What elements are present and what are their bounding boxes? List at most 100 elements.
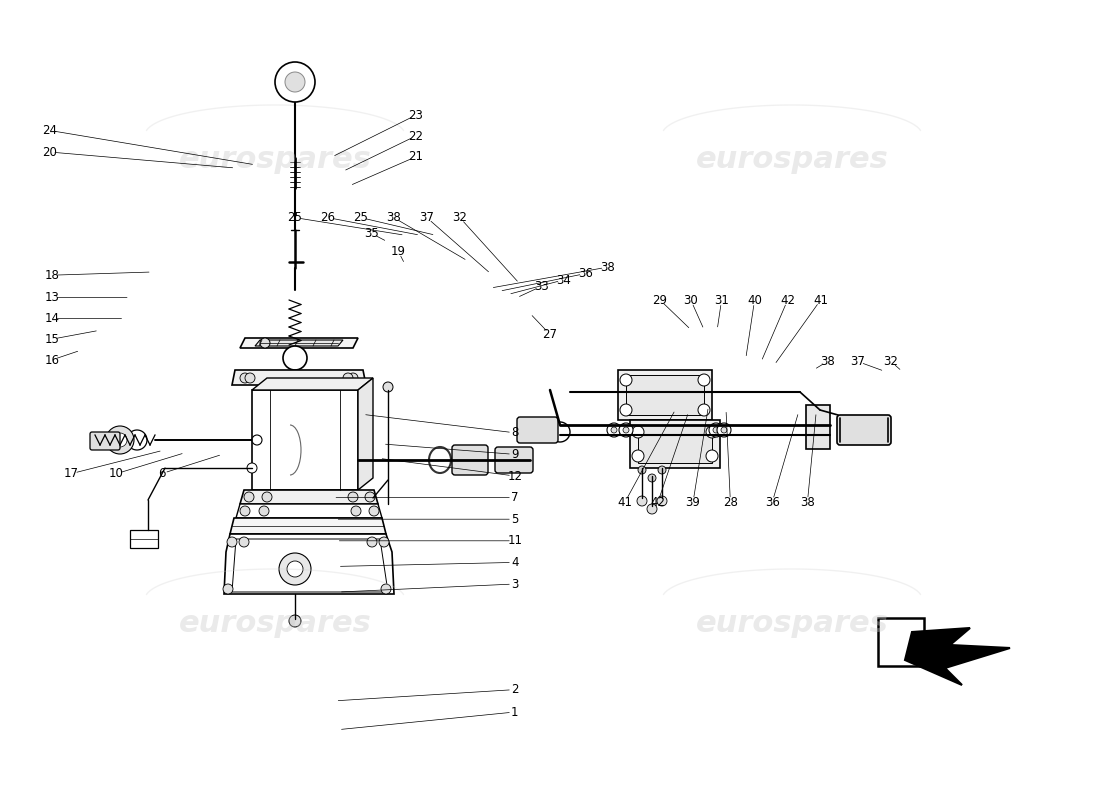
Text: 42: 42 <box>650 496 666 509</box>
Text: 42: 42 <box>780 294 795 306</box>
FancyBboxPatch shape <box>638 425 712 463</box>
Text: 9: 9 <box>512 448 518 461</box>
Polygon shape <box>232 370 366 385</box>
Circle shape <box>351 506 361 516</box>
Polygon shape <box>252 378 373 390</box>
Circle shape <box>623 427 629 433</box>
Text: 38: 38 <box>820 355 835 368</box>
Circle shape <box>710 423 723 437</box>
Polygon shape <box>230 518 386 534</box>
Text: 23: 23 <box>408 109 424 122</box>
Circle shape <box>285 72 305 92</box>
Polygon shape <box>240 490 378 504</box>
Text: 37: 37 <box>419 211 435 224</box>
FancyBboxPatch shape <box>630 420 720 468</box>
Circle shape <box>240 373 250 383</box>
Circle shape <box>368 506 379 516</box>
Text: 40: 40 <box>747 294 762 306</box>
Circle shape <box>365 492 375 502</box>
Circle shape <box>658 466 666 474</box>
Circle shape <box>717 423 732 437</box>
Text: 33: 33 <box>534 280 549 293</box>
Circle shape <box>698 374 710 386</box>
Circle shape <box>706 426 718 438</box>
Circle shape <box>383 382 393 392</box>
Text: 14: 14 <box>44 312 59 325</box>
Text: 35: 35 <box>364 227 380 240</box>
Text: 19: 19 <box>390 245 406 258</box>
Text: 1: 1 <box>512 706 518 718</box>
Text: 20: 20 <box>42 146 57 158</box>
Text: 31: 31 <box>714 294 729 306</box>
FancyBboxPatch shape <box>806 405 830 449</box>
Circle shape <box>106 426 134 454</box>
Circle shape <box>620 404 632 416</box>
Circle shape <box>632 450 644 462</box>
Circle shape <box>275 62 315 102</box>
Circle shape <box>239 537 249 547</box>
Text: 15: 15 <box>44 333 59 346</box>
Circle shape <box>720 427 727 433</box>
Text: 8: 8 <box>512 426 518 439</box>
Text: 2: 2 <box>512 683 518 696</box>
Circle shape <box>113 433 127 447</box>
Circle shape <box>638 466 646 474</box>
Polygon shape <box>236 504 382 518</box>
Circle shape <box>262 492 272 502</box>
Circle shape <box>381 584 390 594</box>
FancyBboxPatch shape <box>517 417 558 443</box>
Circle shape <box>620 374 632 386</box>
Text: 38: 38 <box>386 211 402 224</box>
Circle shape <box>287 561 303 577</box>
Text: 39: 39 <box>685 496 701 509</box>
FancyBboxPatch shape <box>252 390 358 490</box>
Text: eurospares: eurospares <box>695 610 889 638</box>
Text: 13: 13 <box>44 291 59 304</box>
Text: 37: 37 <box>850 355 866 368</box>
Circle shape <box>657 496 667 506</box>
Circle shape <box>227 537 236 547</box>
Text: 16: 16 <box>44 354 59 366</box>
FancyBboxPatch shape <box>626 375 704 415</box>
Circle shape <box>698 404 710 416</box>
Text: 25: 25 <box>353 211 369 224</box>
Polygon shape <box>905 628 1010 685</box>
FancyBboxPatch shape <box>837 415 891 445</box>
Text: 28: 28 <box>723 496 738 509</box>
Circle shape <box>637 496 647 506</box>
Text: 7: 7 <box>512 491 518 504</box>
Circle shape <box>632 426 644 438</box>
Polygon shape <box>255 340 343 346</box>
Circle shape <box>550 422 570 442</box>
Text: 38: 38 <box>600 261 615 274</box>
Circle shape <box>713 427 719 433</box>
Text: 22: 22 <box>408 130 424 142</box>
Text: 36: 36 <box>764 496 780 509</box>
Text: eurospares: eurospares <box>695 146 889 174</box>
Text: 29: 29 <box>652 294 668 306</box>
Text: 34: 34 <box>556 274 571 286</box>
Circle shape <box>648 474 656 482</box>
Circle shape <box>348 373 358 383</box>
Polygon shape <box>240 338 358 348</box>
Text: 30: 30 <box>683 294 698 306</box>
Text: 27: 27 <box>542 328 558 341</box>
Text: 10: 10 <box>109 467 124 480</box>
Text: 6: 6 <box>158 467 165 480</box>
FancyBboxPatch shape <box>495 447 534 473</box>
Text: eurospares: eurospares <box>178 610 372 638</box>
Text: 36: 36 <box>578 267 593 280</box>
FancyBboxPatch shape <box>90 432 120 450</box>
Text: 18: 18 <box>44 269 59 282</box>
Circle shape <box>258 506 270 516</box>
Circle shape <box>260 338 270 348</box>
Circle shape <box>244 492 254 502</box>
Text: 12: 12 <box>507 470 522 482</box>
Circle shape <box>379 537 389 547</box>
Circle shape <box>619 423 632 437</box>
Text: 26: 26 <box>320 211 336 224</box>
Text: 21: 21 <box>408 150 424 163</box>
Polygon shape <box>232 539 388 592</box>
Circle shape <box>245 373 255 383</box>
Circle shape <box>367 537 377 547</box>
